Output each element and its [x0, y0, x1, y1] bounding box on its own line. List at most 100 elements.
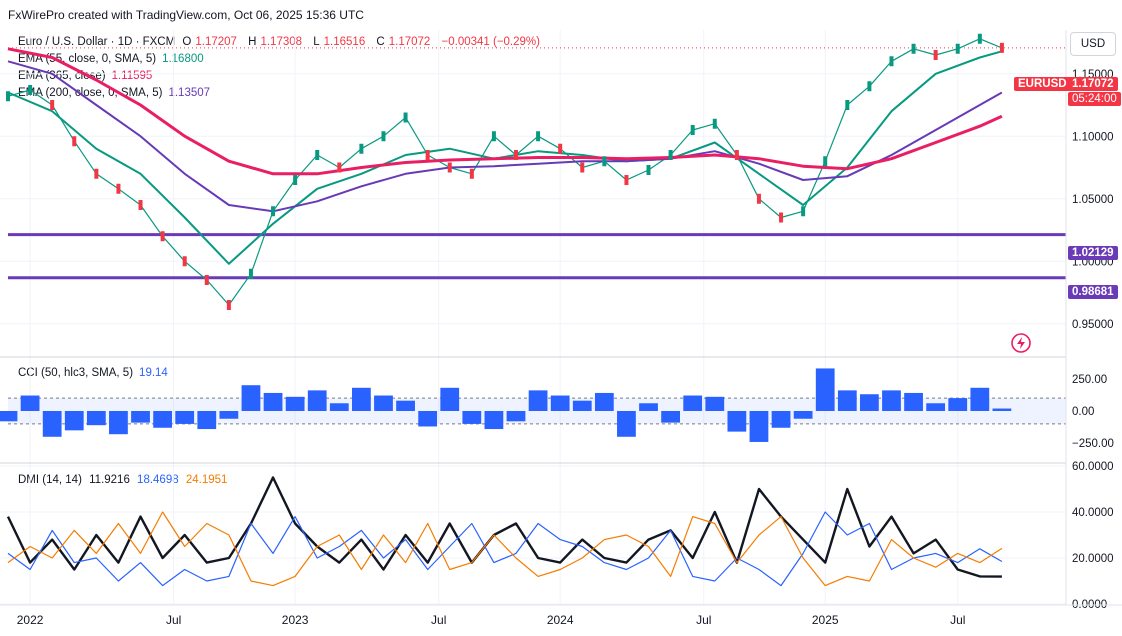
open-value: 1.17207 — [195, 36, 237, 48]
cci-bar — [64, 411, 84, 431]
price-y-tick-label: 0.95000 — [1072, 319, 1114, 331]
cci-bar — [970, 387, 990, 411]
price-candle — [182, 256, 187, 267]
price-candle — [712, 118, 717, 129]
price-candle — [823, 156, 828, 167]
cci-bar — [771, 411, 791, 428]
price-candle — [779, 212, 784, 223]
close-label: C — [376, 36, 385, 48]
price-candle — [359, 143, 364, 154]
cci-bar — [440, 387, 460, 411]
price-candle — [94, 168, 99, 179]
level-tag-2: 0.98681 — [1068, 285, 1118, 299]
x-tick-label: 2022 — [17, 613, 44, 627]
dmi-plus-value: 18.4698 — [137, 474, 179, 486]
ema55-label: EMA (55, close, 0, SMA, 5) — [18, 53, 157, 65]
alert-icon[interactable] — [1011, 333, 1031, 353]
price-candle — [403, 112, 408, 123]
cci-bar — [639, 403, 658, 411]
cci-bar — [20, 395, 40, 411]
cci-bar — [727, 411, 747, 432]
x-tick-label: Jul — [166, 613, 181, 627]
cci-bar — [241, 385, 261, 411]
price-candle — [337, 162, 342, 173]
grid-lines — [0, 30, 1066, 605]
price-candle — [801, 206, 806, 217]
price-candle — [845, 100, 850, 110]
x-tick-label: 2023 — [282, 613, 309, 627]
currency-button[interactable]: USD — [1070, 32, 1116, 56]
dmi-y-tick-label: 40.0000 — [1072, 507, 1114, 519]
price-candle — [271, 206, 276, 217]
cci-value: 19.14 — [139, 367, 168, 379]
price-candle — [469, 168, 474, 179]
countdown-tag: 05:24:00 — [1068, 92, 1121, 106]
price-line — [7, 38, 1003, 306]
cci-bar — [462, 411, 482, 424]
cci-y-tick-label: −250.00 — [1072, 438, 1114, 450]
dmi-minus-line — [7, 511, 1003, 587]
dmi-legend[interactable]: DMI (14, 14) 11.9216 18.4698 24.1951 — [18, 474, 231, 486]
x-tick-label: Jul — [431, 613, 446, 627]
cci-bar — [219, 411, 239, 419]
cci-bar — [131, 411, 150, 423]
cci-bar — [683, 395, 703, 411]
price-candle — [491, 131, 496, 142]
price-candle — [734, 150, 739, 160]
cci-bar — [815, 368, 835, 411]
cci-bar — [418, 411, 438, 427]
cci-bar — [506, 411, 526, 422]
price-candle — [668, 150, 673, 160]
cci-bar — [263, 392, 283, 411]
cci-y-tick-label: 0.00 — [1072, 406, 1094, 418]
cci-bar — [374, 395, 393, 411]
price-candle — [138, 200, 143, 210]
price-candle — [911, 43, 916, 54]
cci-bar — [749, 411, 769, 442]
price-candle — [315, 150, 320, 160]
change-value: −0.00341 (−0.29%) — [441, 36, 540, 48]
dmi-label: DMI (14, 14) — [18, 474, 82, 486]
price-candle — [602, 156, 607, 167]
cci-legend[interactable]: CCI (50, hlc3, SMA, 5) 19.14 — [18, 367, 172, 379]
price-candle — [293, 175, 298, 185]
price-candle — [160, 231, 165, 242]
symbol-title[interactable]: Euro / U.S. Dollar · 1D · FXCM — [18, 36, 176, 48]
price-y-tick-label: 1.05000 — [1072, 194, 1114, 206]
price-candle — [977, 33, 982, 44]
cci-bar — [352, 387, 371, 411]
cci-bar — [705, 396, 725, 411]
last-price-tag: 1.17072 — [1068, 77, 1118, 91]
x-tick-label: Jul — [950, 613, 965, 627]
ema365-line — [7, 47, 1003, 176]
price-candle — [514, 150, 518, 160]
pane-separators — [0, 30, 1122, 606]
ema55-value: 1.16800 — [162, 53, 204, 65]
cci-bar — [860, 394, 879, 411]
cci-bar — [197, 411, 217, 430]
ema55-legend[interactable]: EMA (55, close, 0, SMA, 5) 1.16800 — [18, 53, 208, 65]
price-candle — [646, 165, 651, 175]
open-label: O — [182, 36, 192, 48]
level-tag-1: 1.02129 — [1068, 246, 1118, 260]
cci-bar — [396, 400, 415, 411]
price-candle — [226, 300, 231, 310]
y-axis-ticks: 0.950001.000001.050001.100001.15000250.0… — [1072, 69, 1114, 611]
price-candle — [28, 85, 33, 95]
price-candle — [6, 91, 10, 102]
cci-pane — [0, 368, 1066, 442]
price-candle — [248, 268, 253, 279]
cci-bar — [329, 403, 349, 411]
cci-y-tick-label: 250.00 — [1072, 374, 1107, 386]
price-candle — [933, 50, 938, 60]
price-candle — [50, 100, 55, 110]
x-tick-label: 2025 — [812, 613, 839, 627]
dmi-minus-value: 24.1951 — [185, 474, 228, 486]
cci-bar — [285, 396, 305, 411]
price-candle — [447, 162, 452, 173]
cci-bar — [594, 392, 614, 411]
high-label: H — [248, 36, 257, 48]
price-candle — [756, 193, 761, 204]
price-series — [6, 33, 1004, 310]
